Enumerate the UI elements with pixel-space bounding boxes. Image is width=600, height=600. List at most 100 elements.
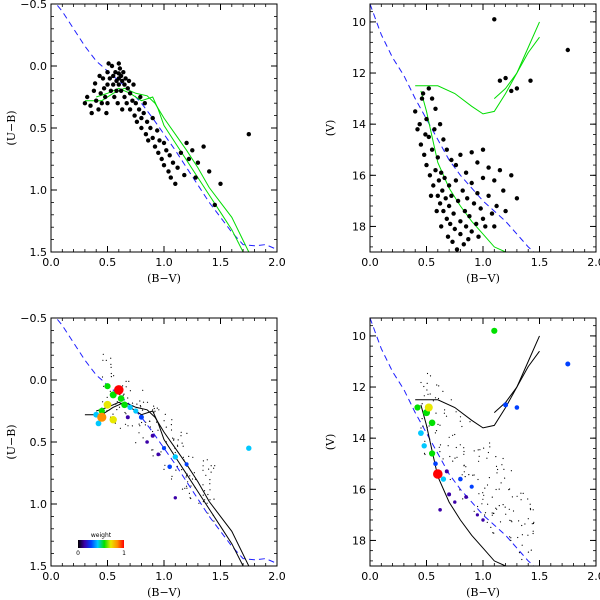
low-weight-point (163, 468, 165, 470)
isochrone-curve (493, 36, 540, 99)
data-point (443, 196, 448, 201)
low-weight-point (463, 453, 465, 455)
low-weight-point (181, 488, 184, 490)
low-weight-point (129, 390, 131, 392)
weighted-point (103, 400, 112, 409)
low-weight-point (190, 497, 192, 500)
low-weight-point (115, 403, 117, 405)
low-weight-point (209, 483, 211, 485)
y-tick-label: 16 (352, 483, 366, 496)
isochrone-curve (420, 90, 506, 252)
data-point (116, 82, 122, 87)
low-weight-point (177, 439, 179, 441)
weighted-point (458, 476, 463, 482)
low-weight-point (448, 436, 450, 438)
data-point (471, 201, 477, 206)
data-point (431, 183, 436, 188)
weighted-point (161, 446, 167, 451)
weighted-point (121, 401, 128, 409)
x-axis-label: (B−V) (147, 586, 181, 599)
y-tick-label: 1.0 (30, 498, 48, 511)
low-weight-point (209, 489, 211, 491)
low-weight-point (478, 460, 480, 462)
data-point (117, 66, 123, 71)
low-weight-point (213, 467, 215, 469)
x-axis-label: (B−V) (147, 272, 181, 285)
data-point (436, 178, 442, 183)
weighted-point (433, 461, 438, 467)
data-point (156, 150, 161, 155)
data-point (469, 180, 474, 186)
low-weight-point (182, 456, 184, 458)
dashed-reference-curve (370, 4, 535, 252)
low-weight-point (532, 509, 534, 511)
low-weight-point (529, 503, 531, 505)
data-point (509, 88, 514, 94)
y-tick-label: 10 (352, 16, 366, 29)
low-weight-point (524, 523, 526, 525)
y-axis-label: (U−B) (5, 424, 18, 459)
weighted-point (167, 464, 172, 470)
data-point (161, 163, 167, 168)
data-point (462, 208, 468, 214)
weighted-point (109, 391, 117, 399)
low-weight-point (186, 487, 188, 489)
data-point (420, 91, 426, 96)
weighted-point (491, 327, 498, 334)
data-point (427, 173, 433, 178)
low-weight-point (484, 514, 486, 516)
low-weight-point (468, 474, 470, 476)
low-weight-point (420, 381, 422, 384)
low-weight-point (491, 496, 493, 498)
low-weight-point (486, 484, 489, 486)
low-weight-point (533, 521, 535, 524)
data-point (422, 152, 427, 157)
low-weight-point (484, 512, 487, 514)
low-weight-point (488, 477, 490, 479)
y-tick-label: 14 (352, 118, 366, 131)
low-weight-point (429, 393, 431, 395)
low-weight-point (438, 446, 440, 448)
low-weight-point (492, 532, 494, 534)
low-weight-point (206, 459, 208, 461)
y-tick-label: 14 (352, 432, 366, 445)
data-point (413, 109, 418, 114)
data-point (467, 214, 472, 219)
low-weight-point (449, 455, 451, 458)
low-weight-point (210, 465, 212, 467)
weighted-point (156, 452, 161, 457)
data-point (455, 198, 461, 204)
low-weight-point (152, 409, 154, 411)
y-tick-label: −0.5 (20, 312, 47, 325)
data-point (143, 132, 149, 137)
data-point (150, 135, 155, 141)
low-weight-point (462, 498, 464, 500)
low-weight-point (465, 466, 467, 468)
low-weight-point (527, 551, 530, 553)
low-weight-point (459, 416, 462, 418)
low-weight-point (452, 460, 454, 462)
data-point (429, 147, 435, 152)
y-tick-label: −0.5 (20, 0, 47, 11)
data-point (127, 91, 133, 96)
data-point (178, 150, 184, 155)
low-weight-point (509, 488, 511, 490)
data-point (449, 193, 454, 198)
data-point (159, 156, 164, 162)
low-weight-point (498, 505, 500, 507)
low-weight-point (102, 353, 104, 355)
low-weight-point (424, 453, 426, 456)
low-weight-point (191, 478, 194, 480)
low-weight-point (497, 468, 499, 471)
data-point (105, 101, 110, 106)
low-weight-point (426, 389, 428, 391)
low-weight-point (510, 539, 512, 542)
weighted-point (109, 416, 117, 424)
low-weight-point (154, 410, 156, 412)
low-weight-point (529, 507, 532, 510)
data-point (453, 162, 459, 168)
data-point (428, 193, 434, 198)
data-point (441, 208, 446, 214)
low-weight-point (209, 499, 211, 501)
data-point (432, 127, 437, 132)
